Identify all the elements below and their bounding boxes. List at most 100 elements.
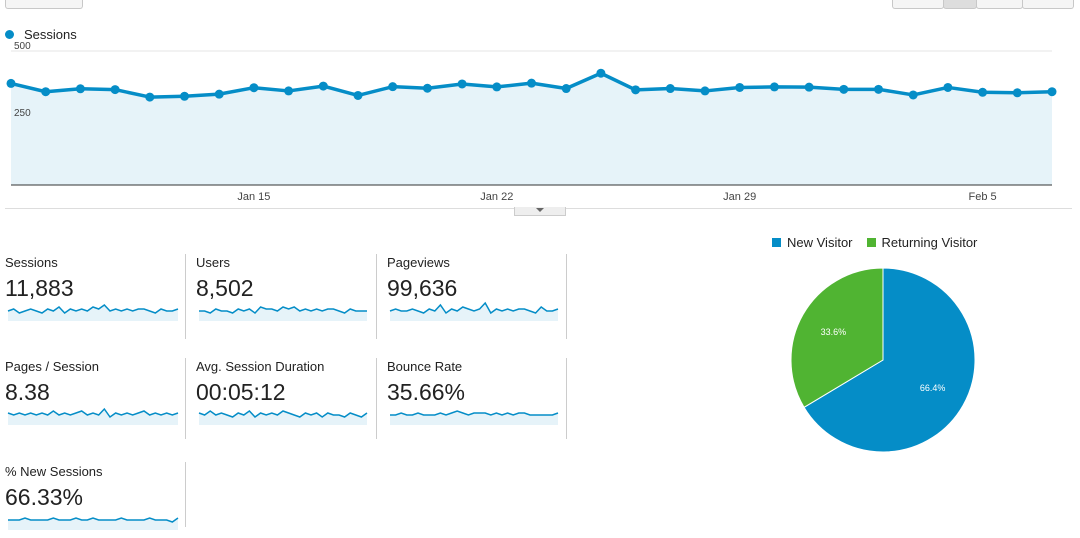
x-tick-label: Jan 22 bbox=[480, 191, 513, 203]
metric-value: 00:05:12 bbox=[196, 379, 286, 405]
sparkline-line bbox=[7, 304, 179, 314]
data-point bbox=[180, 91, 189, 101]
data-point bbox=[978, 87, 988, 97]
chart-legend[interactable]: Sessions bbox=[5, 27, 77, 42]
series-area bbox=[11, 73, 1052, 185]
metric-label: Sessions bbox=[5, 255, 58, 270]
sparkline-area bbox=[8, 409, 178, 425]
metric-avg-session-duration[interactable]: Avg. Session Duration 00:05:12 bbox=[196, 359, 374, 433]
data-point bbox=[6, 78, 16, 88]
x-tick-label: Jan 29 bbox=[723, 191, 756, 203]
metric-bounce-rate[interactable]: Bounce Rate 35.66% bbox=[387, 359, 565, 433]
metric-label: % New Sessions bbox=[5, 464, 103, 479]
sparkline-area bbox=[199, 307, 367, 321]
metric-label: Bounce Rate bbox=[387, 359, 463, 374]
data-point bbox=[422, 83, 432, 93]
view-toggle-extra[interactable] bbox=[1022, 0, 1074, 9]
pie-slice-label: 66.4% bbox=[920, 383, 946, 393]
y-tick-label: 500 bbox=[14, 41, 31, 52]
metric-value: 35.66% bbox=[387, 379, 466, 405]
metric-label: Avg. Session Duration bbox=[196, 359, 325, 374]
metric-divider bbox=[376, 254, 377, 339]
y-tick-label: 250 bbox=[14, 108, 31, 119]
data-point bbox=[75, 84, 85, 94]
data-point bbox=[700, 86, 710, 96]
data-point bbox=[214, 89, 224, 99]
metric-divider bbox=[376, 358, 377, 439]
metric-divider bbox=[566, 254, 567, 339]
data-point bbox=[908, 90, 918, 100]
data-point bbox=[631, 85, 641, 95]
data-point bbox=[561, 84, 571, 94]
data-point bbox=[1047, 87, 1057, 97]
sparkline-area bbox=[390, 303, 558, 321]
sparkline-line bbox=[199, 306, 367, 314]
metric-sessions[interactable]: Sessions 11,883 bbox=[5, 255, 183, 329]
data-point bbox=[318, 81, 328, 91]
data-point bbox=[804, 82, 814, 92]
data-point bbox=[492, 82, 502, 92]
data-point bbox=[388, 82, 398, 92]
sparkline-area bbox=[199, 411, 367, 425]
metric-sparkline bbox=[7, 304, 179, 321]
data-point bbox=[145, 92, 155, 102]
metric-value: 66.33% bbox=[5, 484, 84, 510]
metric-label: Pages / Session bbox=[5, 359, 99, 374]
data-point bbox=[41, 87, 51, 97]
data-point bbox=[943, 82, 953, 92]
metric-label: Users bbox=[196, 255, 230, 270]
pie-slice-label: 33.6% bbox=[821, 327, 847, 337]
data-point bbox=[665, 84, 675, 94]
data-point bbox=[874, 84, 883, 94]
metric-value: 8,502 bbox=[196, 275, 254, 301]
data-point bbox=[353, 90, 363, 100]
sparkline-line bbox=[390, 410, 559, 416]
pie-slice bbox=[803, 267, 976, 453]
sparkline-line bbox=[389, 301, 559, 315]
x-tick-label: Jan 15 bbox=[237, 191, 270, 203]
metric-divider bbox=[185, 358, 186, 439]
sparkline-area bbox=[8, 305, 178, 321]
metric-value: 99,636 bbox=[387, 275, 458, 301]
data-point bbox=[1012, 88, 1022, 98]
metric-label: Pageviews bbox=[387, 255, 450, 270]
sparkline-line bbox=[7, 407, 179, 419]
metric-sparkline bbox=[7, 407, 179, 425]
metric-sparkline bbox=[8, 517, 179, 530]
data-point bbox=[527, 78, 536, 88]
view-toggle-day[interactable] bbox=[892, 0, 944, 9]
metric-sparkline bbox=[198, 410, 368, 425]
data-point bbox=[249, 83, 259, 93]
metric-sparkline bbox=[390, 410, 559, 425]
legend-swatch-returning-icon bbox=[866, 238, 876, 247]
data-point bbox=[839, 84, 849, 94]
data-point bbox=[596, 68, 606, 78]
collapse-chart-button[interactable] bbox=[514, 207, 566, 216]
visitor-type-pie-chart[interactable]: 66.4% 33.6% bbox=[789, 267, 977, 455]
data-point bbox=[457, 79, 467, 89]
view-toggle-month[interactable] bbox=[976, 0, 1023, 9]
sessions-line-chart[interactable]: 500 250 Jan 15 Jan 22 Jan 29 Feb 5 bbox=[0, 40, 1080, 210]
toolbar-button[interactable] bbox=[5, 0, 83, 9]
legend-returning-visitor: Returning Visitor bbox=[881, 235, 978, 250]
metric-pages-per-session[interactable]: Pages / Session 8.38 bbox=[5, 359, 183, 433]
metric-divider bbox=[185, 254, 186, 339]
x-tick-label: Feb 5 bbox=[969, 191, 997, 203]
data-point bbox=[769, 82, 779, 92]
legend-dot-icon bbox=[5, 30, 14, 39]
metric-sparkline bbox=[199, 306, 367, 321]
view-toggle-week[interactable] bbox=[943, 0, 977, 9]
metric-value: 8.38 bbox=[5, 379, 50, 405]
metric-pageviews[interactable]: Pageviews 99,636 bbox=[387, 255, 565, 329]
pie-slice bbox=[790, 267, 884, 409]
data-point bbox=[735, 82, 745, 92]
legend-label: Sessions bbox=[24, 27, 77, 42]
sparkline-line bbox=[8, 517, 179, 523]
pie-legend[interactable]: New Visitor Returning Visitor bbox=[772, 235, 977, 250]
data-point bbox=[110, 85, 120, 95]
metric-users[interactable]: Users 8,502 bbox=[196, 255, 374, 329]
metric-divider bbox=[566, 358, 567, 439]
metric-divider bbox=[185, 462, 186, 527]
legend-swatch-new-icon bbox=[772, 238, 781, 247]
data-point bbox=[284, 86, 294, 96]
